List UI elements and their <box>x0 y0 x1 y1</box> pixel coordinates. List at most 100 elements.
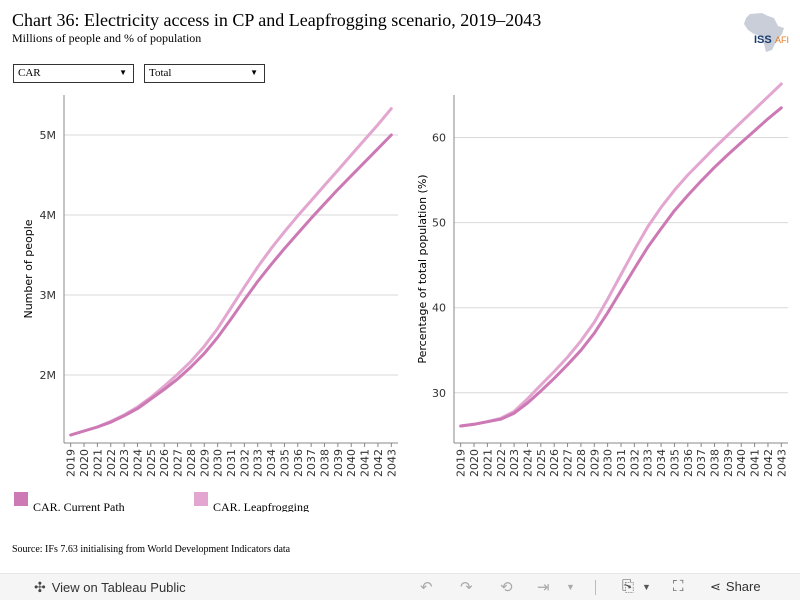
chart-title: Chart 36: Electricity access in CP and L… <box>12 10 542 30</box>
x-tick-label: 2039 <box>722 449 735 477</box>
y-tick-label: 2M <box>40 369 57 382</box>
x-tick-label: 2040 <box>345 449 358 477</box>
x-tick-label: 2038 <box>319 449 332 477</box>
chart-subtitle: Millions of people and % of population <box>12 31 202 45</box>
x-tick-label: 2031 <box>615 449 628 477</box>
x-tick-label: 2043 <box>385 449 398 477</box>
type-filter-value: Total <box>149 67 172 79</box>
x-tick-label: 2035 <box>278 449 291 477</box>
x-tick-label: 2029 <box>198 449 211 477</box>
undo-icon[interactable]: ↶ <box>420 579 433 596</box>
legend-label-leapfrogging: CAR. Leapfrogging <box>213 500 309 512</box>
x-tick-label: 2026 <box>158 449 171 477</box>
y-axis-title: Number of people <box>22 219 35 318</box>
share-button[interactable]: ⋖ Share <box>710 579 761 595</box>
x-tick-label: 2030 <box>602 449 615 477</box>
x-tick-label: 2022 <box>105 449 118 477</box>
tableau-toolbar: ✣ View on Tableau Public ↶ ↷ ⟲ ⇥ ▼ ⎘ ▼ ⛶ … <box>0 573 800 600</box>
x-tick-label: 2022 <box>495 449 508 477</box>
download-dropdown-icon[interactable]: ▼ <box>642 582 651 592</box>
share-label: Share <box>725 579 761 594</box>
dropdown-arrow-icon: ▼ <box>250 68 258 77</box>
toolbar-divider <box>595 580 596 595</box>
x-tick-label: 2028 <box>575 449 588 477</box>
x-tick-label: 2019 <box>65 449 78 477</box>
x-tick-label: 2034 <box>655 449 668 477</box>
x-tick-label: 2031 <box>225 449 238 477</box>
x-tick-label: 2039 <box>332 449 345 477</box>
country-filter-dropdown[interactable]: CAR ▼ <box>13 64 134 83</box>
share-icon: ⋖ <box>710 579 721 594</box>
y-tick-label: 3M <box>40 289 57 302</box>
x-tick-label: 2041 <box>359 449 372 477</box>
series-line-current-path <box>69 133 393 437</box>
tableau-logo-icon: ✣ <box>34 579 46 595</box>
x-tick-label: 2033 <box>252 449 265 477</box>
x-tick-label: 2035 <box>668 449 681 477</box>
view-on-tableau-link[interactable]: ✣ View on Tableau Public <box>34 579 186 596</box>
type-filter-dropdown[interactable]: Total ▼ <box>144 64 265 83</box>
x-tick-label: 2021 <box>481 449 494 477</box>
logo-text-iss: ISS <box>754 34 772 46</box>
x-tick-label: 2020 <box>468 449 481 477</box>
refresh-dropdown-icon[interactable]: ▼ <box>566 582 575 592</box>
logo-text-afi: AFI <box>775 35 789 45</box>
iss-africa-logo[interactable]: ISS AFI <box>738 12 794 54</box>
refresh-icon[interactable]: ⇥ <box>537 579 550 596</box>
x-tick-label: 2032 <box>238 449 251 477</box>
series-line-leapfrogging <box>69 107 393 437</box>
revert-icon[interactable]: ⟲ <box>500 579 513 596</box>
x-tick-label: 2024 <box>521 449 534 477</box>
x-tick-label: 2033 <box>642 449 655 477</box>
x-tick-label: 2028 <box>185 449 198 477</box>
x-tick-label: 2042 <box>762 449 775 477</box>
y-tick-label: 30 <box>432 387 446 400</box>
x-tick-label: 2023 <box>118 449 131 477</box>
x-tick-label: 2019 <box>455 449 468 477</box>
x-tick-label: 2027 <box>172 449 185 477</box>
y-tick-label: 40 <box>432 302 446 315</box>
series-line-leapfrogging <box>459 82 783 428</box>
x-tick-label: 2036 <box>682 449 695 477</box>
x-tick-label: 2040 <box>735 449 748 477</box>
x-tick-label: 2032 <box>628 449 641 477</box>
x-tick-label: 2041 <box>749 449 762 477</box>
x-tick-label: 2036 <box>292 449 305 477</box>
view-on-tableau-label: View on Tableau Public <box>51 580 186 595</box>
x-tick-label: 2020 <box>78 449 91 477</box>
y-tick-label: 50 <box>432 217 446 230</box>
x-tick-label: 2025 <box>535 449 548 477</box>
legend-swatch-current-path <box>14 492 28 506</box>
x-tick-label: 2024 <box>131 449 144 477</box>
x-tick-label: 2038 <box>709 449 722 477</box>
country-filter-value: CAR <box>18 67 41 79</box>
x-tick-label: 2021 <box>91 449 104 477</box>
africa-map-icon <box>744 13 784 52</box>
legend-item-leapfrogging[interactable]: CAR. Leapfrogging <box>194 492 309 512</box>
x-tick-label: 2030 <box>212 449 225 477</box>
dropdown-arrow-icon: ▼ <box>119 68 127 77</box>
x-tick-label: 2027 <box>562 449 575 477</box>
series-line-current-path <box>459 106 783 428</box>
redo-icon[interactable]: ↷ <box>460 579 473 596</box>
x-tick-label: 2029 <box>588 449 601 477</box>
legend-item-current-path[interactable]: CAR. Current Path <box>14 492 125 512</box>
x-tick-label: 2043 <box>775 449 788 477</box>
x-tick-label: 2023 <box>508 449 521 477</box>
download-icon[interactable]: ⎘ <box>622 578 635 595</box>
fullscreen-icon[interactable]: ⛶ <box>673 578 684 595</box>
y-tick-label: 5M <box>40 129 57 142</box>
x-tick-label: 2025 <box>145 449 158 477</box>
y-axis-title: Percentage of total population (%) <box>416 174 429 363</box>
x-tick-label: 2034 <box>265 449 278 477</box>
x-tick-label: 2037 <box>305 449 318 477</box>
x-tick-label: 2026 <box>548 449 561 477</box>
y-tick-label: 60 <box>432 132 446 145</box>
legend-label-current-path: CAR. Current Path <box>33 500 125 512</box>
x-tick-label: 2037 <box>695 449 708 477</box>
y-tick-label: 4M <box>40 209 57 222</box>
legend-swatch-leapfrogging <box>194 492 208 506</box>
source-note: Source: IFs 7.63 initialising from World… <box>12 544 291 555</box>
x-tick-label: 2042 <box>372 449 385 477</box>
